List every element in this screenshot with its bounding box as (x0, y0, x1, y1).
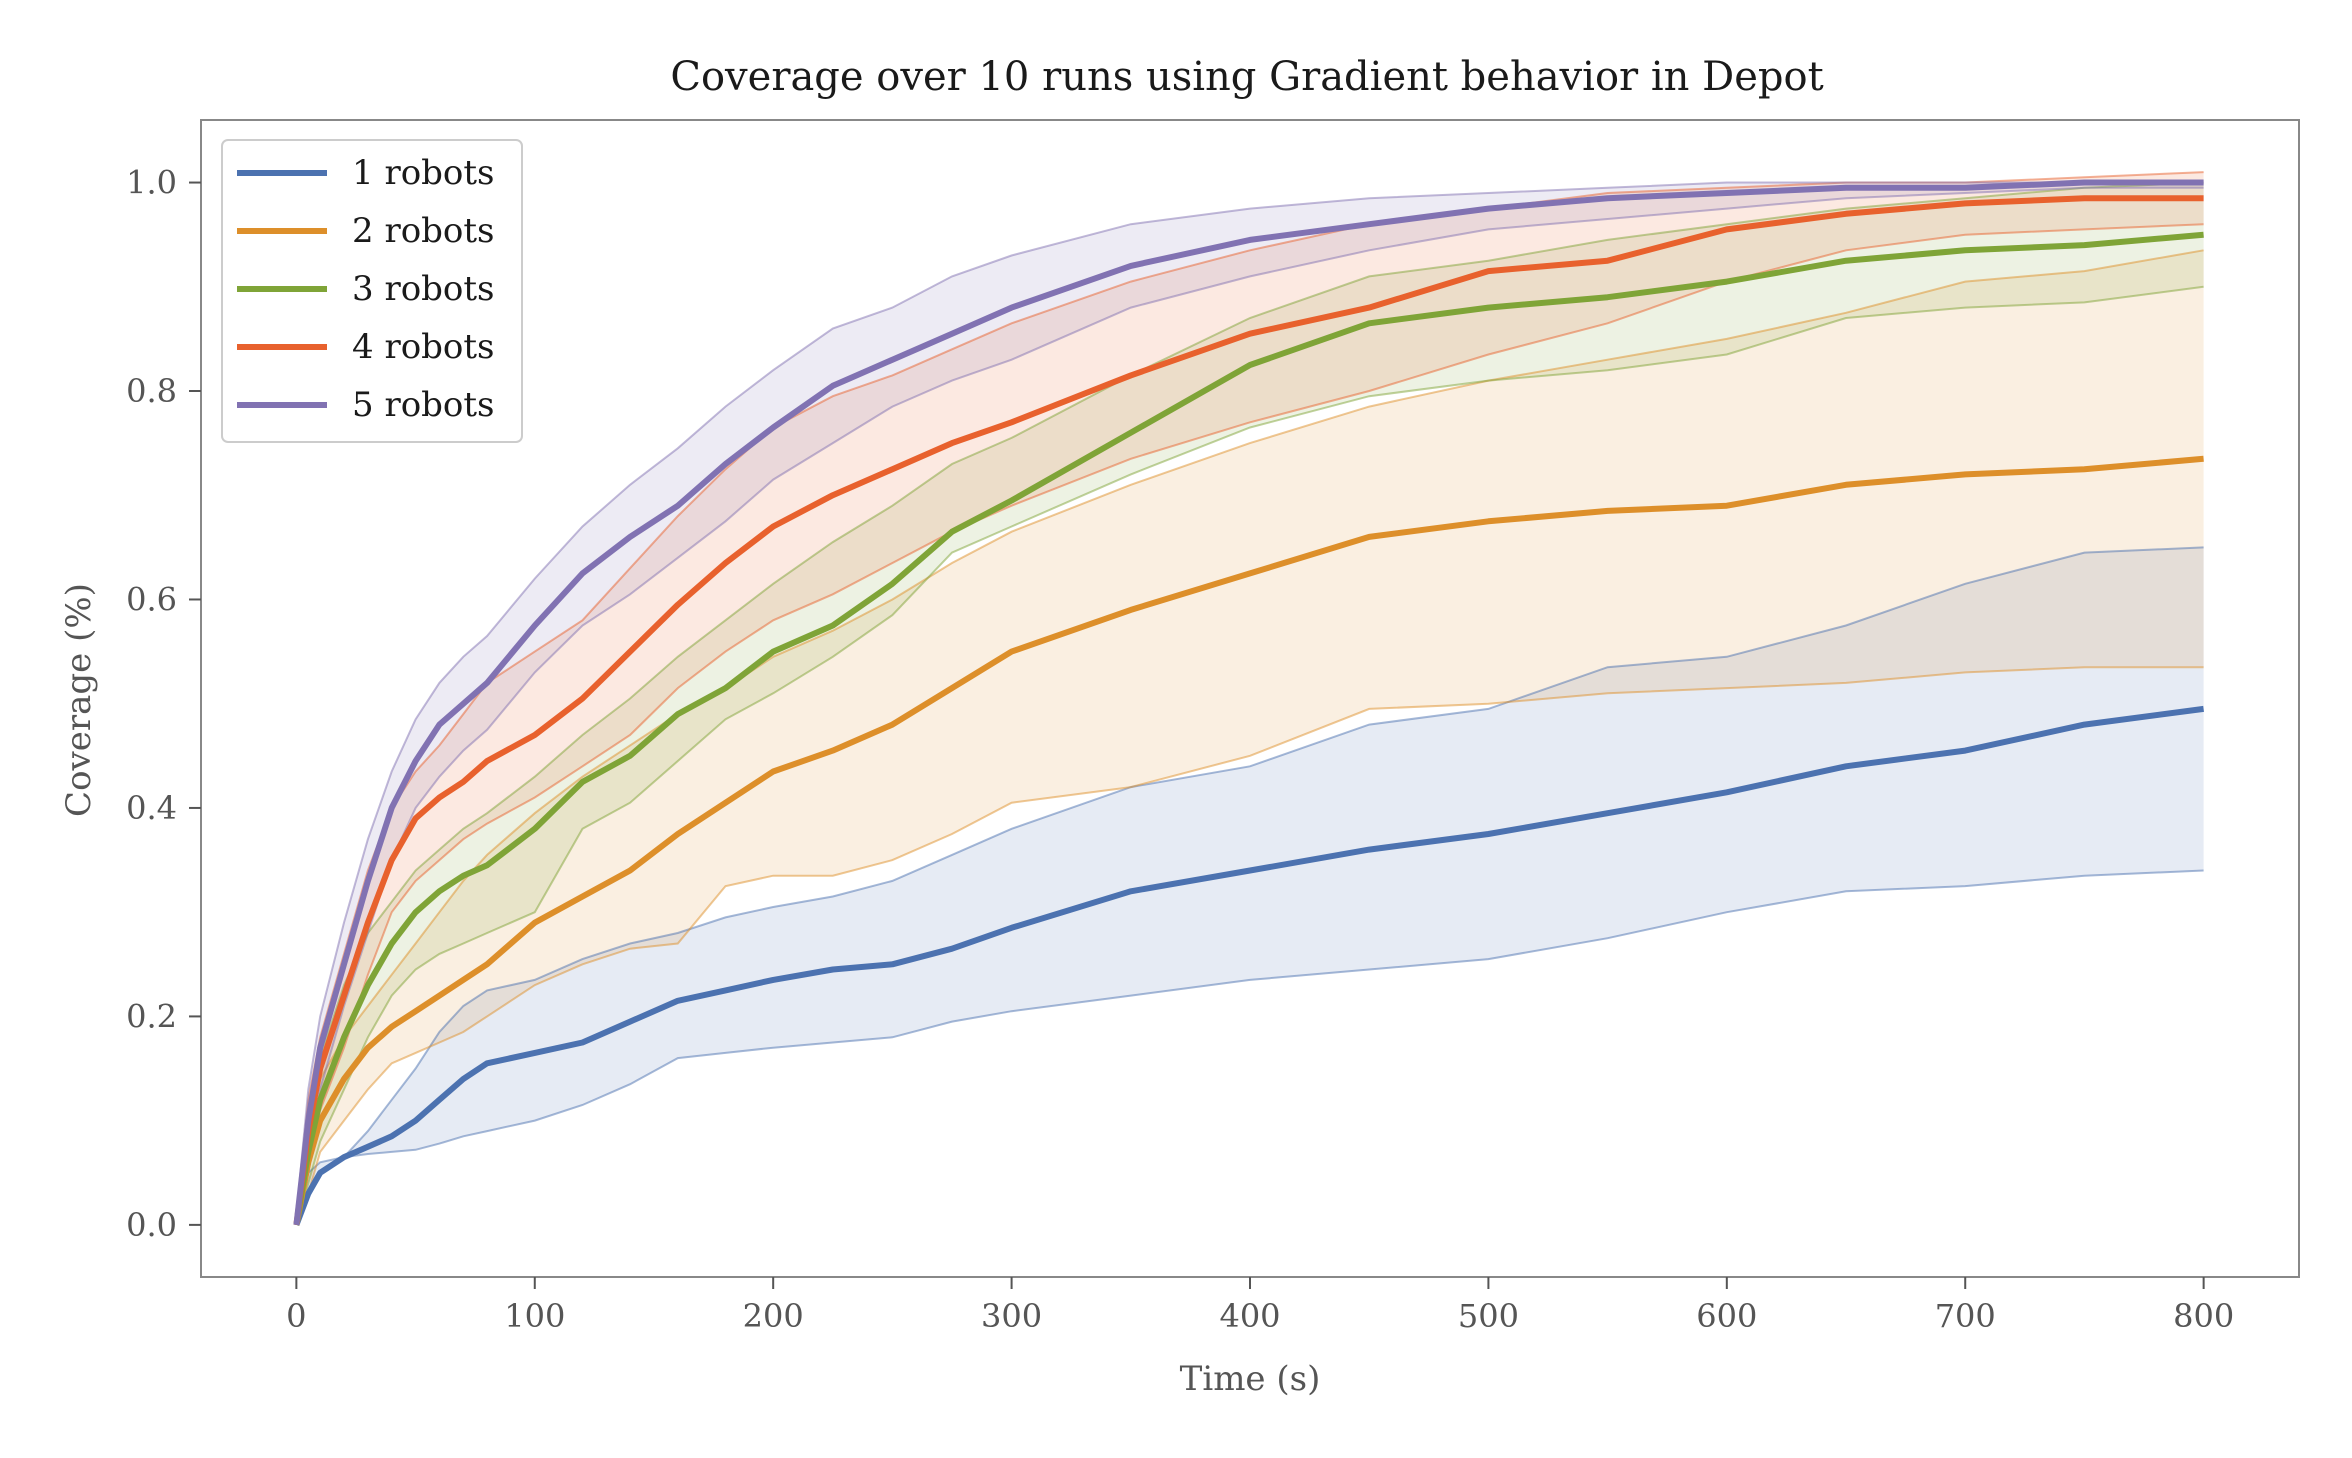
legend-label-series-1: 1 robots (352, 153, 495, 193)
band-series-4 (296, 172, 2204, 1225)
band-lower-edge-series-3 (295, 285, 2204, 1226)
y-tick-label: 0.2 (126, 997, 177, 1035)
confidence-bands (296, 172, 2204, 1225)
x-tick-label: 400 (1219, 1297, 1280, 1335)
band-lower-edge-series-2 (295, 666, 2204, 1226)
band-lower-edge-series-4 (295, 223, 2204, 1226)
x-axis-label: Time (s) (1180, 1359, 1321, 1399)
x-tick-label: 0 (286, 1297, 306, 1335)
band-series-1 (296, 547, 2204, 1225)
line-series-2 (293, 455, 2204, 1226)
y-axis-ticks: 0.0 0.2 0.4 0.6 0.8 1.0 (126, 164, 201, 1244)
x-tick-label: 300 (981, 1297, 1042, 1335)
x-tick-label: 500 (1458, 1297, 1519, 1335)
legend-label-series-5: 5 robots (352, 385, 495, 425)
x-tick-label: 200 (743, 1297, 804, 1335)
x-axis-ticks: 0 100 200 300 400 500 600 700 800 (286, 1277, 2234, 1335)
line-series-1 (293, 705, 2204, 1226)
band-upper-edge-series-1 (295, 546, 2204, 1215)
x-tick-label: 800 (2173, 1297, 2234, 1335)
legend-label-series-4: 4 robots (352, 327, 495, 367)
legend-label-series-3: 3 robots (352, 269, 495, 309)
chart-title: Coverage over 10 runs using Gradient beh… (670, 54, 1823, 100)
legend: 1 robots 2 robots 3 robots 4 robots 5 robots (221, 139, 523, 443)
line-series-4 (293, 195, 2204, 1226)
legend-label-series-2: 2 robots (352, 211, 495, 251)
x-tick-label: 100 (504, 1297, 565, 1335)
line-series-3 (293, 231, 2204, 1226)
y-tick-label: 0.6 (126, 580, 177, 618)
line-series-5 (293, 179, 2204, 1226)
band-series-2 (296, 250, 2204, 1225)
y-tick-label: 0.4 (126, 789, 177, 827)
band-series-5 (296, 182, 2204, 1225)
mean-lines (293, 179, 2204, 1226)
band-series-3 (296, 182, 2204, 1225)
y-tick-label: 1.0 (126, 164, 177, 202)
plot-area (200, 119, 2300, 1278)
y-tick-label: 0.0 (126, 1206, 177, 1244)
x-tick-label: 600 (1696, 1297, 1757, 1335)
x-tick-label: 700 (1935, 1297, 1996, 1335)
band-lower-edge-series-1 (295, 869, 2204, 1226)
band-upper-edge-series-5 (295, 181, 2204, 1215)
band-upper-edge-series-3 (295, 181, 2204, 1215)
legend-box (221, 139, 523, 443)
y-axis-label: Coverage (%) (59, 583, 99, 817)
y-tick-label: 0.8 (126, 372, 177, 410)
